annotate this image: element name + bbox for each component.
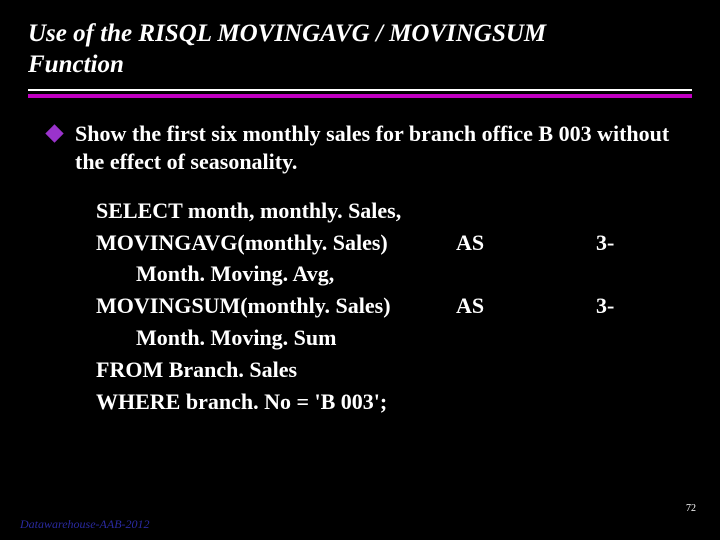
code-cell: AS [456,290,596,322]
bullet-item: Show the first six monthly sales for bra… [48,120,692,177]
footer-text: Datawarehouse-AAB-2012 [20,517,150,532]
title-rule-thin [28,89,692,91]
code-cell [596,195,656,227]
code-cell [456,258,596,290]
code-cell [596,386,656,418]
code-row: SELECT month, monthly. Sales, [96,195,692,227]
code-cell [596,354,656,386]
code-cell: FROM Branch. Sales [96,354,456,386]
title-line-1: Use of the RISQL MOVINGAVG / MOVINGSUM [28,18,692,49]
title-line-2: Function [28,49,692,80]
code-cell: 3- [596,290,656,322]
code-row: MOVINGAVG(monthly. Sales) AS 3- [96,227,692,259]
code-cell: MOVINGAVG(monthly. Sales) [96,227,456,259]
code-row: Month. Moving. Avg, [96,258,692,290]
code-cell: MOVINGSUM(monthly. Sales) [96,290,456,322]
code-cell: SELECT month, monthly. Sales, [96,195,456,227]
bullet-text: Show the first six monthly sales for bra… [75,120,692,177]
code-cell [456,354,596,386]
slide-body: Show the first six monthly sales for bra… [28,120,692,418]
page-number: 72 [686,503,696,514]
diamond-bullet-icon [45,124,63,142]
code-cell: 3- [596,227,656,259]
code-row: MOVINGSUM(monthly. Sales) AS 3- [96,290,692,322]
code-cell: WHERE branch. No = 'B 003'; [96,386,456,418]
code-cell [456,195,596,227]
code-row: WHERE branch. No = 'B 003'; [96,386,692,418]
code-cell: Month. Moving. Sum [96,322,456,354]
code-cell [456,386,596,418]
code-cell [596,258,656,290]
slide-title: Use of the RISQL MOVINGAVG / MOVINGSUM F… [28,18,692,87]
code-row: Month. Moving. Sum [96,322,692,354]
code-cell: Month. Moving. Avg, [96,258,456,290]
code-row: FROM Branch. Sales [96,354,692,386]
code-cell [456,322,596,354]
title-rule-thick [28,94,692,98]
sql-code-block: SELECT month, monthly. Sales, MOVINGAVG(… [48,195,692,418]
code-cell: AS [456,227,596,259]
code-cell [596,322,656,354]
slide: Use of the RISQL MOVINGAVG / MOVINGSUM F… [0,0,720,540]
